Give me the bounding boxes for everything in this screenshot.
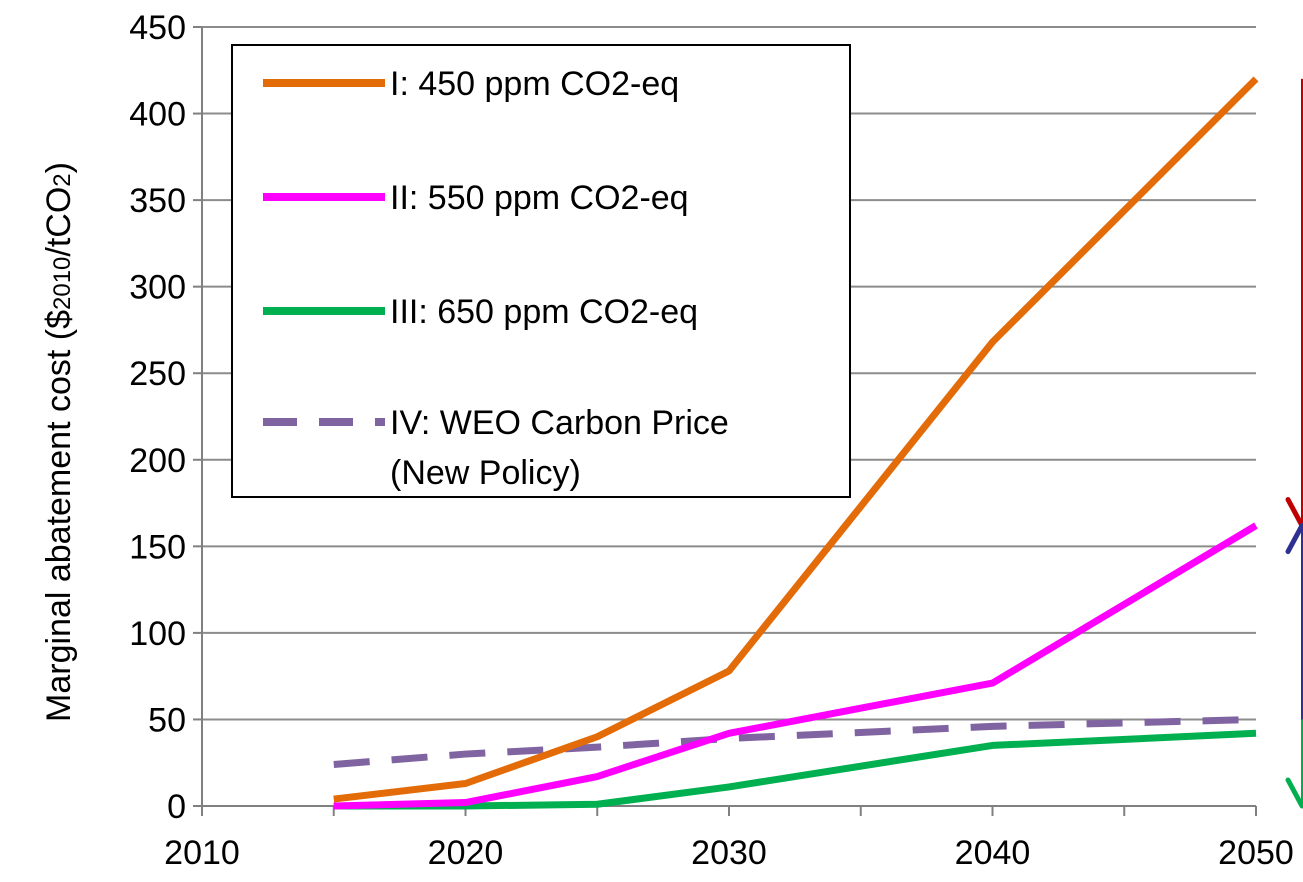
y-axis-label-sub2: 2 (49, 173, 76, 186)
y-tick-label-350: 350 (129, 182, 186, 220)
x-tick-label-2030: 2030 (691, 834, 767, 872)
series-line-2 (333, 522, 1258, 810)
series-line-3 (333, 729, 1257, 810)
y-tick-label-450: 450 (129, 9, 186, 47)
y-tick-label-400: 400 (129, 96, 186, 134)
y-tick-label-250: 250 (129, 355, 186, 393)
y-axis-label: Marginal abatement cost ($2010/tCO2) (40, 162, 78, 722)
series-line-4 (333, 715, 1257, 768)
series-lines (333, 76, 1259, 810)
legend-label-series-2: II: 550 ppm CO2-eq (390, 179, 689, 217)
series-line-1 (333, 76, 1259, 803)
y-axis-label-middle: /tCO (40, 187, 78, 257)
x-tick-label-2050: 2050 (1218, 834, 1294, 872)
side-arrow-head-2 (1285, 523, 1303, 555)
side-arrow-head-3 (1285, 777, 1303, 809)
side-arrows (1285, 78, 1303, 809)
y-tick-label-200: 200 (129, 442, 186, 480)
x-tick-label-2020: 2020 (428, 834, 504, 872)
legend-label-series-4-line2: (New Policy) (390, 454, 581, 492)
x-tick-label-2040: 2040 (955, 834, 1031, 872)
legend-label-series-1: I: 450 ppm CO2-eq (390, 65, 679, 103)
y-tick-label-300: 300 (129, 269, 186, 307)
y-axis-label-suffix: ) (40, 162, 78, 173)
y-axis-label-sub1: 2010 (49, 257, 76, 310)
side-arrow-head-1 (1285, 497, 1303, 529)
y-tick-label-0: 0 (167, 788, 186, 826)
y-tick-label-100: 100 (129, 615, 186, 653)
y-axis-label-prefix: Marginal abatement cost ($ (40, 310, 78, 722)
y-tick-label-150: 150 (129, 528, 186, 566)
x-tick-label-2010: 2010 (164, 834, 240, 872)
y-tick-labels: 0 50 100 150 200 250 300 350 400 450 (129, 9, 186, 826)
legend: I: 450 ppm CO2-eq II: 550 ppm CO2-eq III… (231, 44, 851, 498)
x-tick-labels: 2010 2020 2030 2040 2050 (164, 834, 1294, 872)
y-tick-label-50: 50 (148, 701, 186, 739)
legend-label-series-4: IV: WEO Carbon Price (390, 404, 729, 442)
legend-label-series-3: III: 650 ppm CO2-eq (390, 293, 698, 331)
